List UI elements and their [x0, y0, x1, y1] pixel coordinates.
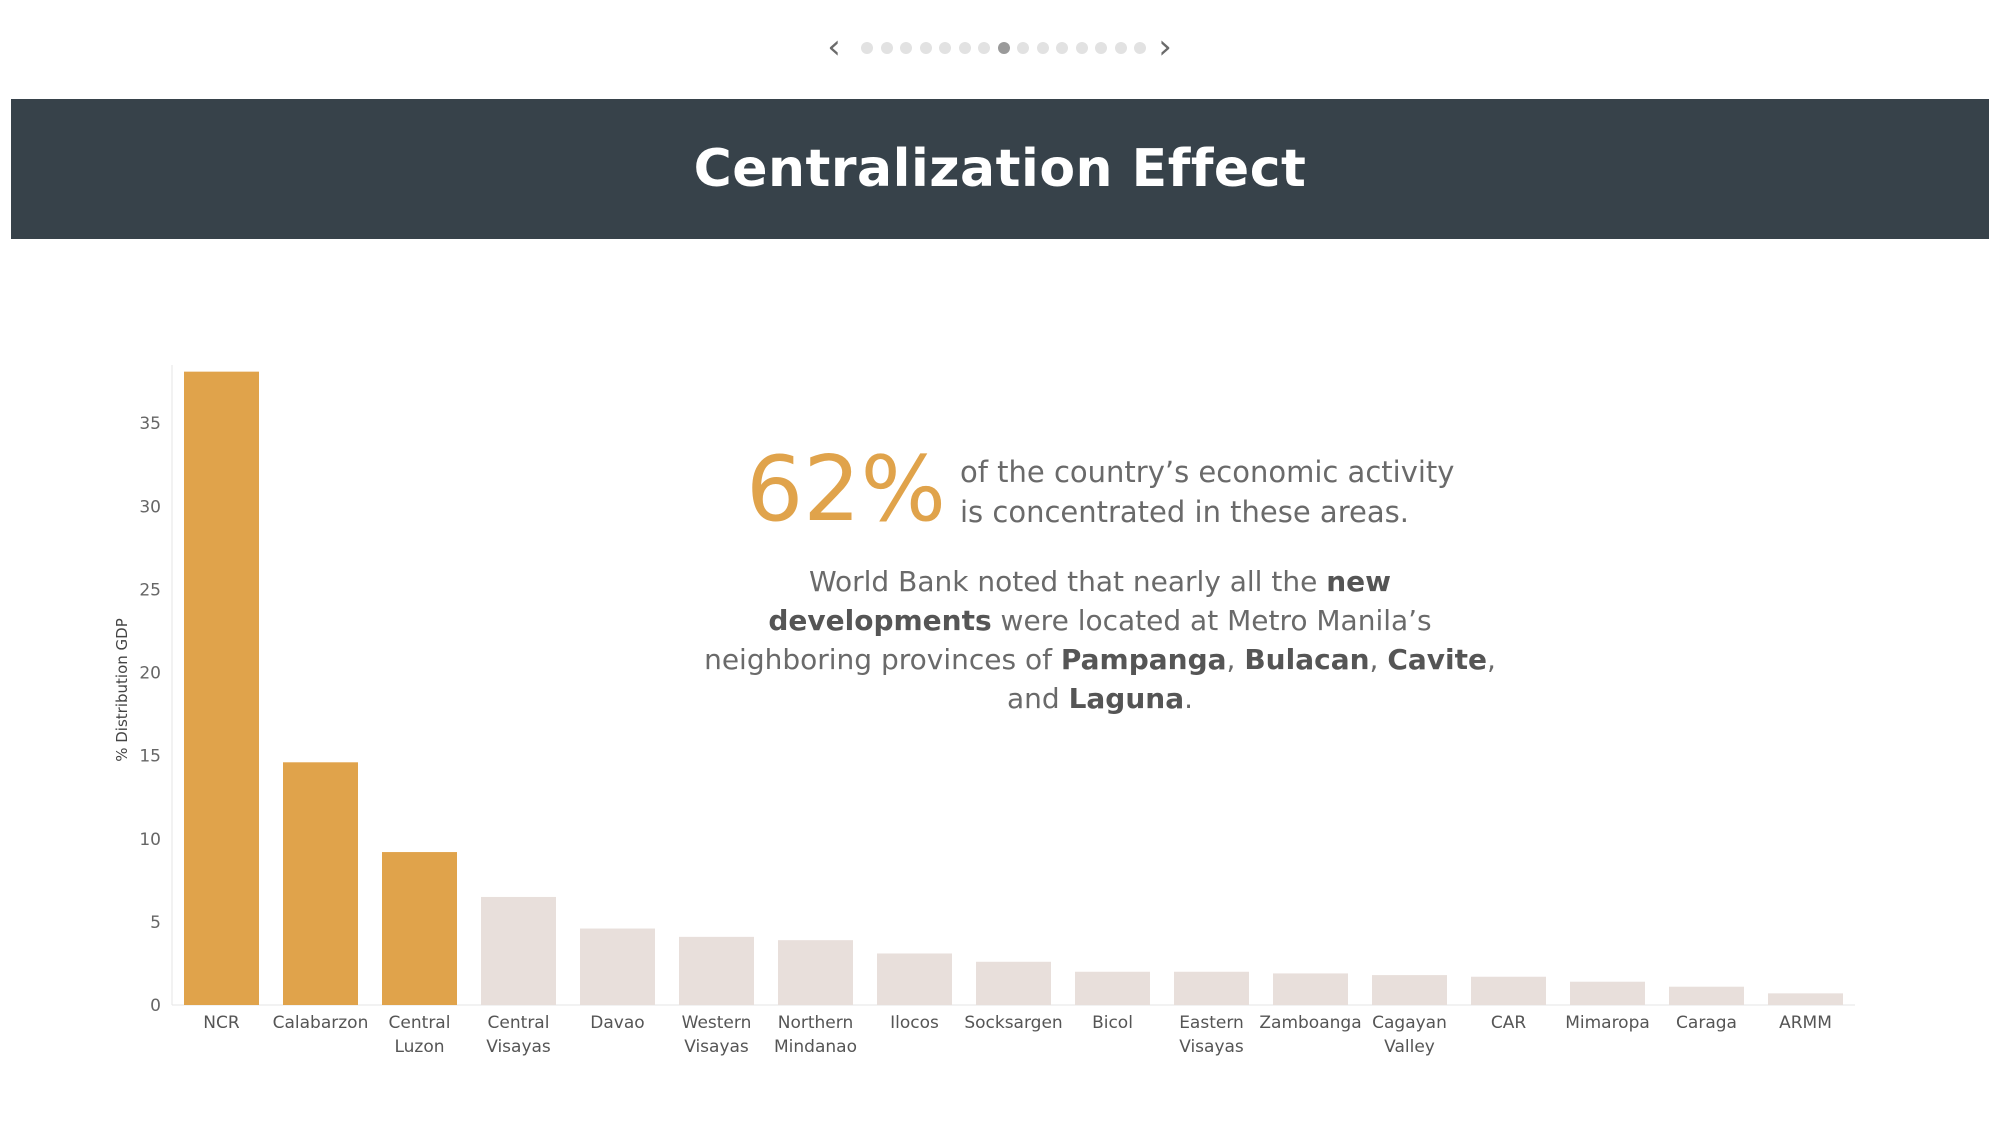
y-tick-label: 10	[139, 830, 161, 850]
chart-bars	[184, 371, 1843, 1005]
x-tick-label: Socksargen	[964, 1013, 1062, 1033]
slide-dot[interactable]	[900, 42, 912, 54]
chart-y-labels: 0 5 10 15 20 25 30 35	[139, 414, 161, 1016]
chart-x-labels: NCR Calabarzon Central Luzon Central Visayas D…	[203, 1013, 1832, 1057]
percentage-description-line2: is concentrated in these areas.	[960, 495, 1409, 529]
slide-dot[interactable]	[939, 42, 951, 54]
x-tick-label: Central Luzon	[389, 1013, 451, 1057]
y-tick-label: 35	[139, 414, 161, 434]
page-title: Centralization Effect	[693, 139, 1307, 199]
slide-dot[interactable]	[978, 42, 990, 54]
bar	[283, 762, 358, 1005]
slide-dots	[861, 42, 1146, 54]
bar	[1372, 975, 1447, 1005]
bar	[1075, 971, 1150, 1005]
bar	[1273, 973, 1348, 1005]
note-text: ,	[1369, 643, 1388, 676]
x-tick-label: NCR	[203, 1013, 240, 1033]
bar	[1768, 993, 1843, 1005]
bar	[580, 928, 655, 1005]
slide-dot[interactable]	[1056, 42, 1068, 54]
bar	[778, 940, 853, 1005]
note-text: .	[1184, 682, 1194, 715]
chevron-left-icon[interactable]: ‹	[827, 27, 841, 67]
note-emphasis: Bulacan	[1244, 643, 1370, 676]
y-tick-label: 25	[139, 580, 161, 600]
y-tick-label: 0	[150, 996, 161, 1016]
bar	[1570, 981, 1645, 1005]
note-text: ,	[1226, 643, 1245, 676]
x-tick-label: Northern Mindanao	[774, 1013, 857, 1057]
note-emphasis: Pampanga	[1060, 643, 1227, 676]
bar	[481, 896, 556, 1005]
highlight-percentage: 62%	[746, 437, 947, 542]
x-tick-label: Western Visayas	[682, 1013, 752, 1057]
x-tick-label: CAR	[1491, 1013, 1526, 1033]
percentage-description: of the country’s economic activity is co…	[960, 452, 1454, 532]
bar	[976, 961, 1051, 1005]
slide-dot[interactable]	[1017, 42, 1029, 54]
y-tick-label: 20	[139, 664, 161, 684]
x-tick-label: Eastern Visayas	[1179, 1013, 1244, 1057]
bar	[877, 953, 952, 1005]
bar	[1174, 971, 1249, 1005]
note-text: World Bank noted that nearly all the	[808, 565, 1327, 598]
bar	[382, 852, 457, 1005]
percentage-description-line1: of the country’s economic activity	[960, 455, 1455, 489]
x-tick-label: Calabarzon	[273, 1013, 369, 1033]
x-tick-label: Ilocos	[890, 1013, 939, 1033]
note-emphasis: Laguna	[1068, 682, 1185, 715]
bar	[1669, 986, 1744, 1005]
slide-dot[interactable]	[1075, 42, 1088, 54]
x-tick-label: Davao	[590, 1013, 644, 1033]
slide-dot[interactable]	[1134, 42, 1146, 54]
slide-dot[interactable]	[880, 42, 893, 54]
x-tick-label: ARMM	[1779, 1013, 1832, 1033]
y-tick-label: 30	[139, 497, 161, 517]
slide-dot[interactable]	[1114, 42, 1127, 54]
y-tick-label: 15	[139, 747, 161, 767]
note-text: , and	[1006, 643, 1496, 715]
y-axis-label: % Distribution GDP	[113, 618, 131, 762]
bar	[679, 936, 754, 1005]
x-tick-label: Mimaropa	[1565, 1013, 1650, 1033]
slide-navigator: ‹ ›	[0, 27, 1999, 67]
slide-dot[interactable]	[997, 42, 1010, 54]
world-bank-note: World Bank noted that nearly all the new…	[700, 562, 1500, 718]
note-emphasis: Cavite	[1387, 643, 1488, 676]
x-tick-label: Central Visayas	[486, 1013, 551, 1057]
bar	[184, 371, 259, 1005]
bar	[1471, 976, 1546, 1005]
slide-dot[interactable]	[1036, 42, 1049, 54]
x-tick-label: Cagayan Valley	[1372, 1013, 1447, 1057]
x-tick-label: Caraga	[1676, 1013, 1737, 1033]
chevron-right-icon[interactable]: ›	[1158, 27, 1172, 67]
slide-dot[interactable]	[861, 42, 873, 54]
note-emphasis: new developments	[768, 565, 1392, 637]
x-tick-label: Bicol	[1092, 1013, 1133, 1033]
x-tick-label: Zamboanga	[1259, 1013, 1361, 1033]
slide-dot[interactable]	[919, 42, 932, 54]
note-text: were located at Metro Manila’s neighbori…	[704, 604, 1432, 676]
slide-dot[interactable]	[1095, 42, 1107, 54]
slide-dot[interactable]	[958, 42, 971, 54]
header-banner: Centralization Effect	[11, 99, 1989, 239]
y-tick-label: 5	[150, 913, 161, 933]
